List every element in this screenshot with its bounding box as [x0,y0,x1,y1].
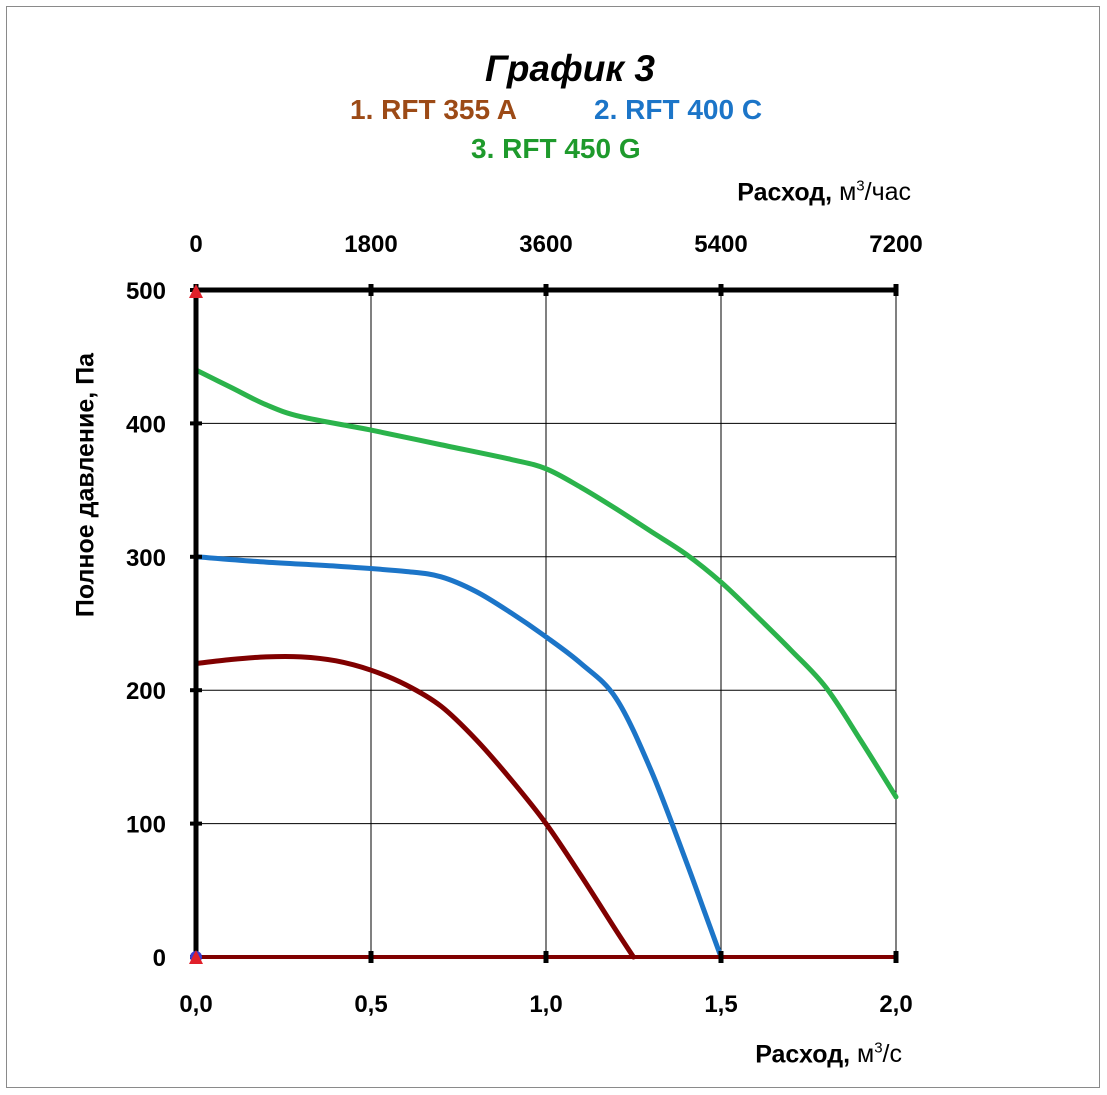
y-tick-label: 300 [126,545,166,572]
y-tick-label: 0 [153,945,166,972]
top-tick-label: 7200 [869,231,922,258]
legend-entry-2: 2. RFT 400 C [594,94,763,125]
series-line-1 [193,653,636,960]
origin-marker-triangle [189,950,203,964]
top-tick-label: 0 [189,231,202,258]
bottom-axis-unit-sup: 3 [874,1040,883,1057]
bottom-tick-label: 2,0 [879,991,912,1018]
top-marker [189,284,203,298]
y-tick-label: 400 [126,411,166,438]
bottom-axis-title: Расход, м3/с [755,1040,902,1069]
legend-entry-1: 1. RFT 355 A [350,94,518,125]
y-tick-label: 100 [126,812,166,839]
top-axis-unit-sup: 3 [856,178,865,195]
y-tick-label: 200 [126,678,166,705]
y-tick-label: 500 [126,278,166,305]
top-tick-label: 3600 [519,231,572,258]
bottom-tick-label: 1,0 [529,991,562,1018]
chart-frame [6,6,1100,1088]
bottom-axis-unit-base: м [857,1040,875,1069]
bottom-tick-label: 0,0 [179,991,212,1018]
top-axis-unit-rest: /час [864,178,911,207]
legend-entry-3: 3. RFT 450 G [471,133,641,164]
bottom-axis-unit-rest: /с [882,1040,902,1069]
top-tick-label: 1800 [344,231,397,258]
bottom-tick-label: 1,5 [704,991,737,1018]
top-tick-label: 5400 [694,231,747,258]
top-axis-label: Расход, [737,178,833,207]
series-line-3 [193,367,899,800]
series-line-2 [193,554,724,960]
bottom-axis-label: Расход, [755,1040,851,1069]
bottom-tick-label: 0,5 [354,991,387,1018]
top-axis-unit-base: м [839,178,857,207]
chart-title: График 3 [485,48,655,89]
top-axis-title: Расход, м3/час [737,178,911,207]
